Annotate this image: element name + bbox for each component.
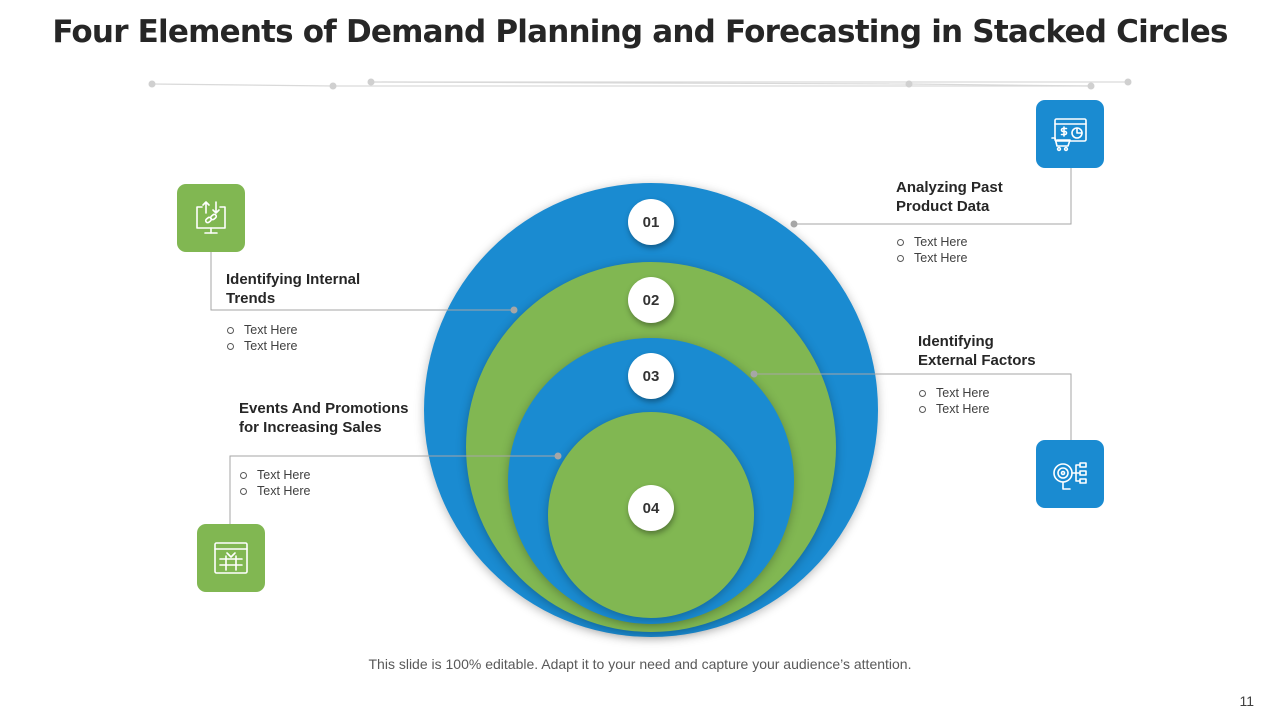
element-01-icon-tile: [1036, 100, 1104, 168]
element-03-icon-tile: [1036, 440, 1104, 508]
list-item: Text Here: [226, 322, 298, 338]
list-item: Text Here: [239, 467, 311, 483]
number-badge-04: 04: [628, 485, 674, 531]
number-badge-03: 03: [628, 353, 674, 399]
number-badge-02: 02: [628, 277, 674, 323]
element-04-bullets: Text Here Text Here: [239, 467, 311, 499]
page-number: 11: [1239, 693, 1254, 709]
list-item: Text Here: [226, 338, 298, 354]
element-04-heading: Events And Promotions for Increasing Sal…: [239, 400, 409, 436]
element-02-icon-tile: [177, 184, 245, 252]
element-01-bullets: Text Here Text Here: [896, 234, 968, 266]
list-item: Text Here: [918, 385, 990, 401]
list-item: Text Here: [896, 234, 968, 250]
monitor-link-icon: [196, 201, 226, 234]
list-item: Text Here: [239, 483, 311, 499]
list-item: Text Here: [918, 401, 990, 417]
element-04-icon-tile: [197, 524, 265, 592]
element-03-heading: Identifying External Factors: [918, 333, 1036, 369]
target-flow-icon: [1053, 462, 1087, 490]
number-badge-01: 01: [628, 199, 674, 245]
element-02-heading: Identifying Internal Trends: [226, 271, 361, 307]
slide-title: Four Elements of Demand Planning and For…: [52, 14, 1228, 50]
title-divider: [148, 78, 1132, 90]
list-item: Text Here: [896, 250, 968, 266]
element-01-heading: Analyzing Past Product Data: [896, 179, 1003, 215]
element-03-bullets: Text Here Text Here: [918, 385, 990, 417]
footer-note: This slide is 100% editable. Adapt it to…: [368, 656, 912, 672]
calendar-icon: [214, 542, 248, 574]
sales-dashboard-icon: [1051, 118, 1087, 152]
element-02-bullets: Text Here Text Here: [226, 322, 298, 354]
